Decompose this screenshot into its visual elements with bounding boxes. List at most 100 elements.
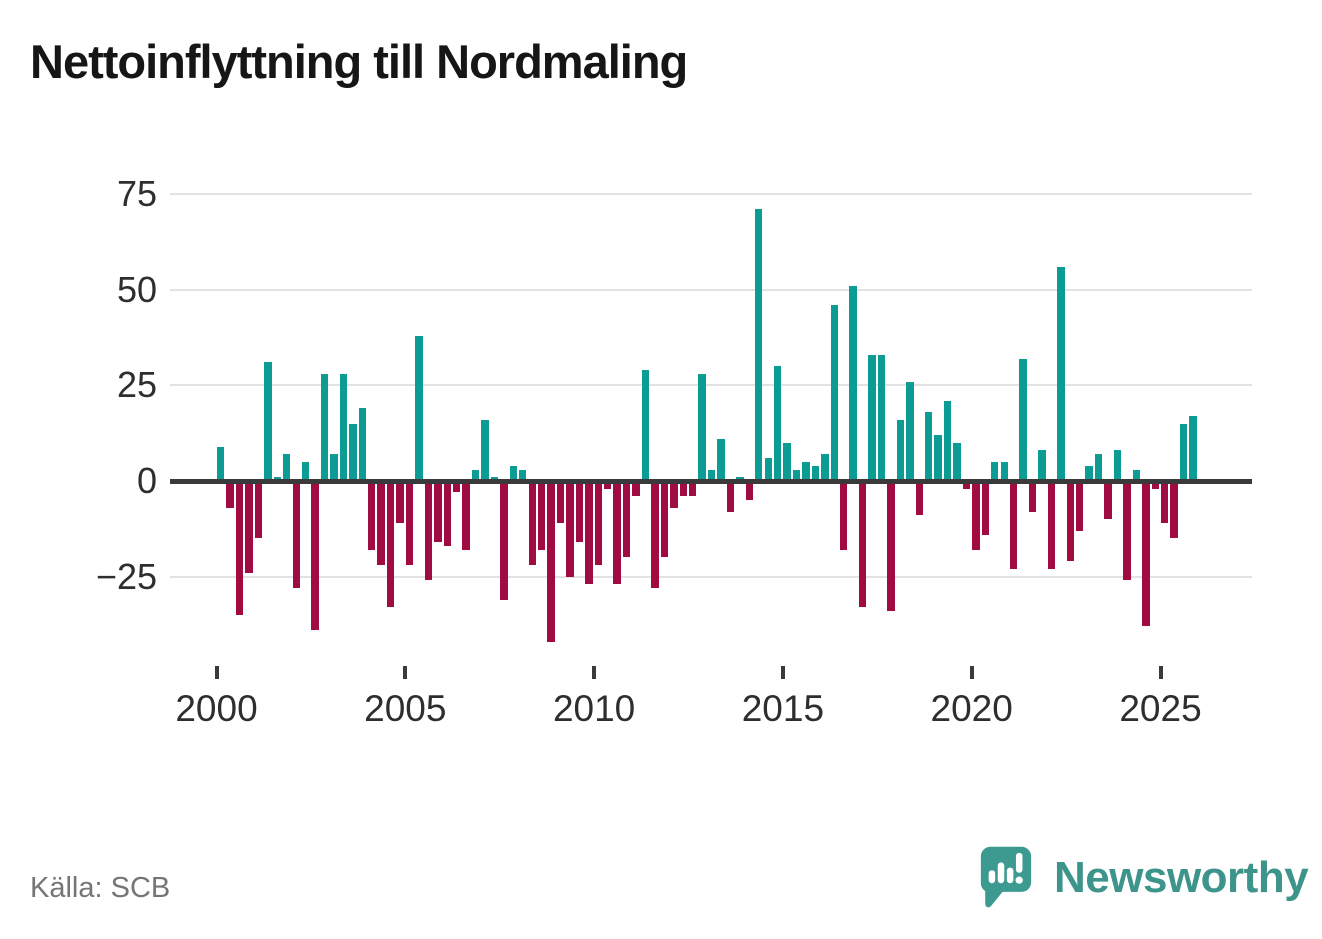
bar-2004q4 (396, 481, 404, 524)
bar-2010q2 (604, 481, 612, 489)
bar-2022q4 (1076, 481, 1084, 531)
bar-2023q4 (1113, 450, 1122, 481)
x-axis-tick-2005 (403, 666, 408, 679)
y-axis-label-25: 25 (116, 364, 157, 406)
bar-2006q3 (462, 481, 470, 550)
bar-2010q1 (594, 481, 602, 566)
y-gridline-25 (170, 384, 1252, 387)
y-gridline--25 (170, 575, 1252, 578)
bar-2015q1 (783, 442, 791, 481)
bar-2001q2 (264, 362, 272, 481)
bar-2001q4 (283, 454, 291, 481)
bar-2014q4 (773, 366, 782, 481)
bar-2013q2 (717, 438, 725, 481)
bar-2024q3 (1142, 481, 1150, 627)
bar-2006q1 (443, 481, 451, 546)
x-axis-label-2020: 2020 (930, 688, 1013, 729)
x-axis-tick-2020 (969, 666, 974, 679)
bar-2000q1 (217, 446, 225, 481)
x-axis-label-2010: 2010 (552, 688, 636, 729)
bar-2017q3 (877, 354, 886, 481)
bar-2018q3 (915, 481, 923, 516)
bar-2009q2 (566, 481, 574, 577)
bar-2017q4 (887, 481, 895, 612)
bar-2023q3 (1104, 481, 1112, 520)
bar-2014q1 (745, 481, 754, 501)
bar-2008q3 (537, 481, 546, 550)
newsworthy-logo: Newsworthy (980, 845, 1309, 911)
bar-2012q3 (689, 481, 697, 497)
bar-2021q4 (1038, 450, 1046, 481)
bar-2020q2 (981, 481, 990, 535)
bar-2009q1 (556, 481, 565, 524)
bar-2024q4 (1151, 481, 1159, 489)
x-axis-label-2025: 2025 (1119, 688, 1202, 729)
bar-2011q3 (651, 481, 659, 589)
x-axis-zero-line (170, 478, 1252, 484)
bar-2000q2 (226, 481, 234, 508)
bar-2003q4 (358, 408, 366, 481)
x-axis-tick-2025 (1158, 666, 1163, 679)
bar-2018q4 (925, 412, 933, 481)
bar-2013q1 (707, 469, 716, 481)
bar-2020q3 (991, 461, 999, 481)
bar-2004q1 (368, 481, 376, 550)
chart-title: Nettoinflyttning till Nordmaling (30, 35, 688, 88)
bar-2004q2 (377, 481, 385, 566)
bar-2024q1 (1123, 481, 1131, 581)
bar-2021q3 (1028, 481, 1037, 512)
bar-2002q3 (311, 481, 319, 631)
y-gridline-75 (170, 193, 1252, 196)
bar-2008q4 (547, 481, 555, 642)
bar-2022q2 (1057, 266, 1065, 481)
y-axis-label-75: 75 (116, 173, 157, 215)
y-axis-label-0: 0 (136, 460, 157, 501)
bar-2025q2 (1170, 481, 1178, 539)
bar-2025q3 (1179, 423, 1188, 481)
bar-2022q1 (1047, 481, 1056, 569)
bar-2023q2 (1094, 454, 1103, 481)
bar-2010q3 (613, 481, 621, 585)
bar-2016q3 (840, 481, 848, 550)
bar-2002q4 (320, 373, 329, 481)
bar-2009q4 (585, 481, 593, 585)
x-axis-label-2015: 2015 (741, 688, 825, 729)
x-axis-label-2005: 2005 (364, 688, 447, 729)
bar-2025q1 (1161, 481, 1169, 524)
x-axis-tick-2015 (780, 666, 785, 679)
bar-2012q1 (670, 481, 678, 508)
source-note: Källa: SCB (30, 872, 171, 904)
bar-2001q1 (254, 481, 263, 539)
x-axis-label-2000: 2000 (175, 688, 258, 729)
bar-2017q2 (868, 354, 876, 481)
bar-2007q1 (481, 419, 489, 481)
bar-2022q3 (1066, 481, 1074, 562)
newsworthy-wordmark: Newsworthy (1054, 853, 1309, 902)
bar-2014q3 (764, 458, 772, 481)
bar-2025q4 (1189, 415, 1197, 481)
bar-2005q4 (434, 481, 442, 543)
bar-2018q1 (896, 419, 905, 481)
x-axis-tick-2010 (592, 666, 597, 679)
bar-2020q1 (972, 481, 980, 550)
bar-2014q2 (755, 209, 763, 481)
bar-2005q1 (405, 481, 414, 566)
bar-2021q1 (1009, 481, 1018, 569)
bar-2000q3 (235, 481, 244, 615)
bar-2008q2 (528, 481, 536, 566)
speech-bubble-bar-chart-icon (980, 846, 1032, 908)
bar-2003q3 (349, 423, 357, 481)
bar-2016q1 (821, 454, 829, 481)
bar-2016q4 (849, 285, 857, 481)
bar-2007q4 (509, 465, 518, 481)
bar-2005q2 (415, 335, 423, 481)
bar-2015q3 (802, 461, 810, 481)
bar-2015q4 (811, 465, 820, 481)
y-axis-label-50: 50 (116, 268, 157, 310)
bar-2011q2 (641, 370, 650, 481)
bar-2002q1 (292, 481, 300, 589)
bar-2018q2 (906, 381, 914, 481)
bar-2012q4 (698, 373, 706, 481)
bar-2021q2 (1019, 358, 1027, 481)
